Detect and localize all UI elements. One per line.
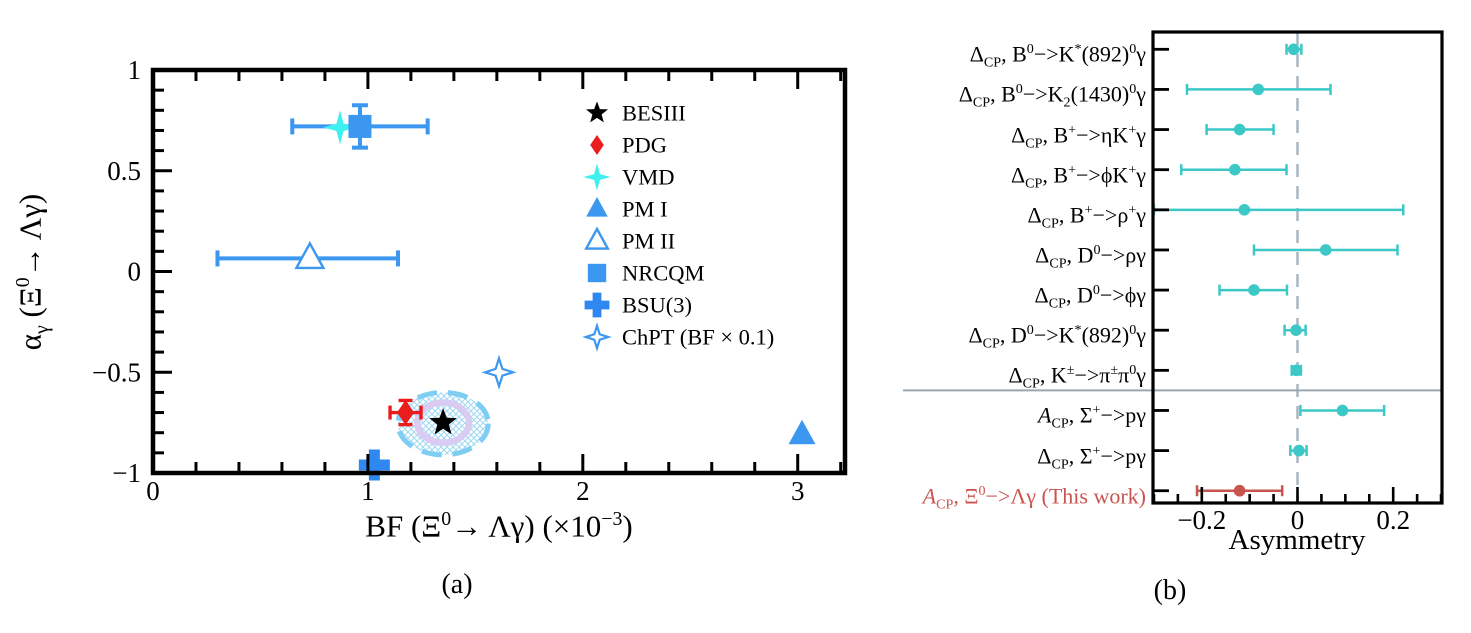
panel-b-row-label-9: ΔCP, K±−>π±π0γ: [1008, 362, 1146, 393]
panel-b-point-11: [1293, 444, 1305, 457]
panel-a-frame: [150, 67, 848, 476]
chpt-bf-0-1-legend-marker: [582, 322, 612, 352]
legend-label-pm-ii: PM II: [622, 229, 675, 254]
panel-b-row-label-12: ACP, Ξ0−>Λγ (This work): [922, 482, 1146, 513]
panel-b-point-9: [1290, 364, 1303, 377]
panel-b-point-2: [1252, 83, 1265, 96]
legend-label-pdg: PDG: [622, 133, 667, 158]
pdg-marker: [397, 400, 415, 426]
nrcqm-legend-marker: [587, 263, 607, 283]
panel-a-x-tick-label: 1: [361, 476, 375, 506]
panel-a-x-axis-title: BF (Ξ0→ Λγ) (×10−3): [365, 508, 633, 544]
panel-b-row-label-1: ΔCP, B0−>K*(892)0γ: [969, 41, 1146, 72]
legend-label-besiii: BESIII: [622, 101, 686, 126]
panel-b-row-label-3: ΔCP, B+−>ηK+γ: [1011, 121, 1146, 152]
panel-a-x-tick-label: 3: [791, 476, 805, 506]
panel-b-point-12: [1233, 484, 1246, 497]
panel-b-point-4: [1229, 163, 1241, 176]
panel-b-row-label-5: ΔCP, B+−>ρ+γ: [1027, 201, 1146, 232]
legend-label-nrcqm: NRCQM: [622, 261, 705, 286]
panel-b-row-label-4: ΔCP, B+−>ϕK+γ: [1010, 161, 1146, 192]
besiii-legend-marker: [586, 101, 608, 123]
panel-b: −0.2 0 0.2: [903, 30, 1444, 535]
pm-ii-legend-marker: [584, 226, 610, 250]
panel-b-row-label-11: ΔCP, Σ+−>pγ: [1037, 442, 1146, 473]
pm-i-marker: [788, 419, 816, 445]
panel-a-y-tick-label: −1: [112, 458, 141, 488]
panel-b-point-3: [1233, 123, 1246, 136]
panel-a-y-tick-label: −0.5: [92, 357, 141, 387]
panel-a-x-tick-label: 2: [576, 476, 590, 506]
panel-b-row-label-7: ΔCP, D0−>ϕγ: [1034, 282, 1146, 312]
panel-b-row-label-2: ΔCP, B0−>K2(1430)0γ: [958, 81, 1146, 112]
panel-b-x-tick-label: 0.2: [1376, 505, 1410, 535]
panel-a-ticks: [151, 68, 843, 475]
nrcqm-marker: [348, 114, 372, 138]
legend-label-vmd: VMD: [622, 165, 675, 190]
panel-b-point-10: [1336, 404, 1349, 417]
panel-b-point-6: [1319, 244, 1332, 256]
panel-a-y-axis-title-text: αγ (Ξ0→ Λγ): [12, 193, 53, 351]
caption-b: (b): [1153, 575, 1187, 606]
panel-b-x-tick-label: −0.2: [1177, 505, 1226, 535]
panel-b-point-5: [1238, 204, 1251, 216]
legend-label-pm-i: PM I: [622, 197, 668, 222]
chpt-bf-0-1-marker: [481, 354, 517, 390]
panel-a: 0 1 2 3 −1 −0.5 0 0.5 1 BESIII PDG VMD PM I PM II NRCQ…: [92, 55, 848, 506]
pm-i-legend-marker: [586, 197, 608, 217]
panel-a-legend: BESIII PDG VMD PM I PM II NRCQM BSU(3) ChPT (BF…: [582, 101, 774, 352]
panel-b-x-tick-label: 0: [1291, 505, 1305, 535]
panel-b-row-label-10: ACP, Σ+−>pγ: [1038, 402, 1146, 433]
panel-a-x-tick-label: 0: [146, 476, 160, 506]
panel-a-y-tick-label: 0.5: [107, 156, 141, 186]
panel-a-y-tick-label: 0: [128, 257, 142, 287]
bsu-3-marker: [358, 449, 390, 481]
panel-a-y-tick-label: 1: [128, 55, 142, 85]
panel-b-point-1: [1287, 43, 1300, 56]
vmd-legend-marker: [583, 163, 611, 191]
pdg-legend-marker: [590, 135, 604, 155]
besiii-marker: [429, 408, 457, 435]
panel-b-x-axis-title: Asymmetry: [1228, 524, 1366, 556]
panel-b-row-label-6: ΔCP, D0−>ργ: [1035, 241, 1146, 272]
panel-b-point-7: [1248, 284, 1260, 296]
caption-a: (a): [441, 569, 473, 600]
panel-b-point-8: [1290, 324, 1302, 337]
vmd-marker: [323, 110, 357, 145]
besiii-contour-inner: [414, 399, 473, 447]
legend-label-chpt-bf-0-1: ChPT (BF × 0.1): [622, 325, 774, 350]
pm-ii-marker: [294, 240, 326, 270]
legend-label-bsu-3: BSU(3): [622, 293, 692, 318]
bsu-3-legend-marker: [584, 292, 610, 318]
panel-b-row-label-8: ΔCP, D0−>K*(892)0γ: [968, 322, 1146, 352]
